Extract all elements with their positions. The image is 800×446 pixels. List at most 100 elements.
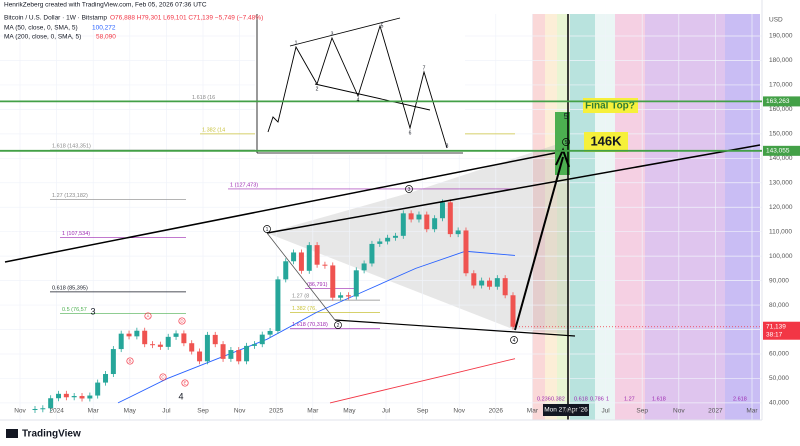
candle (40, 408, 46, 410)
inset-label: 4 (357, 97, 360, 103)
inset-box (255, 12, 465, 155)
ohlc: O76,888 H79,301 L69,101 C71,139 −5,749 (… (110, 15, 263, 22)
x-tick-label: Sep (197, 408, 209, 415)
band (532, 14, 545, 420)
time-fib-label: 0.618 (574, 396, 588, 402)
x-tick-label: 2027 (708, 408, 723, 415)
fib-label: 0.5 (76,57 (62, 307, 87, 313)
candle (416, 214, 422, 220)
candle (455, 230, 461, 235)
fib-label: 1.382 (14 (202, 127, 225, 133)
ma200-line (329, 358, 516, 404)
candle (165, 336, 171, 347)
price-label-bg (763, 145, 800, 156)
candle (322, 264, 328, 266)
candle (157, 344, 163, 347)
candle (56, 393, 62, 399)
last-price-label: 71,139 (766, 323, 786, 330)
candle (510, 295, 516, 327)
y-tick-label: 110,000 (769, 228, 792, 235)
candle (95, 382, 101, 396)
x-tick-label: May (563, 408, 576, 415)
abc-circle (144, 312, 152, 320)
x-tick-label: Sep (417, 408, 429, 415)
band (545, 14, 557, 420)
inset-zigzag (267, 24, 448, 149)
logo-icon (6, 429, 18, 438)
target: 146K (590, 133, 622, 148)
x-tick-label: Jul (382, 408, 391, 415)
footer-bg (0, 420, 800, 446)
abc-circle (181, 379, 189, 387)
x-tick-label: May (124, 408, 137, 415)
candle (220, 344, 226, 359)
candle (314, 245, 320, 265)
candle (79, 396, 85, 399)
candle (110, 349, 116, 375)
abc-label: E (183, 381, 186, 386)
wave-label: 2 (337, 323, 340, 329)
wedge-shade (267, 140, 570, 334)
wave-label: 3 (408, 187, 411, 193)
candle (377, 241, 383, 244)
time-fib-label: 1.618 (652, 396, 666, 402)
candle (291, 252, 297, 262)
y-tick-label: 120,000 (769, 204, 793, 211)
candle (471, 273, 477, 286)
candle (463, 230, 469, 274)
time-fib-bands (532, 14, 760, 420)
countdown: 38:17 (766, 331, 783, 338)
y-tick-label: 180,000 (769, 57, 793, 64)
band (615, 14, 645, 420)
abc-circle (159, 373, 167, 381)
candle (432, 218, 438, 230)
candle (439, 202, 445, 219)
y-tick-label: 150,000 (769, 131, 793, 138)
candle (408, 213, 414, 220)
candle (189, 343, 195, 352)
inset-label: 6 (409, 130, 412, 136)
y-tick-label: 100,000 (769, 253, 793, 260)
abc-label: A (146, 314, 149, 319)
y-tick-label: 140,000 (769, 155, 793, 162)
x-tick-label: Mar (527, 408, 539, 415)
candle (236, 350, 242, 362)
x-tick-label: Jul (162, 408, 171, 415)
time-fib-label: 0.786 (590, 396, 604, 402)
candle (63, 393, 69, 398)
ma200-value: 58,090 (96, 34, 116, 41)
candle (283, 261, 289, 280)
y-tick-label: 190,000 (769, 33, 793, 40)
old-wave-label: 3 (90, 306, 95, 316)
candle (400, 213, 406, 236)
x-tick-label: Jul (601, 408, 610, 415)
x-tick-label: 2025 (269, 408, 284, 415)
ma200-label: MA (200, close, 0, SMA, 5) (4, 34, 81, 41)
abc-label: D (180, 319, 184, 324)
symbol: Bitcoin / U.S. Dollar · 1W · Bitstamp (4, 15, 107, 22)
x-tick-label: Nov (673, 408, 685, 415)
candle (361, 263, 367, 271)
fib-label: 1.27 (123,182) (52, 193, 88, 199)
price-label-bg (763, 96, 800, 107)
candle (244, 345, 250, 362)
abc-circle (126, 357, 134, 365)
x-tick-label: Mar (746, 408, 758, 415)
fib-label: (86,791) (307, 282, 328, 288)
candle (275, 279, 281, 331)
date-marker-box (543, 404, 589, 416)
candle (267, 330, 273, 335)
inset-label: 3 (331, 31, 334, 37)
candle (197, 351, 203, 362)
fib-label: 1.618 (16 (192, 95, 215, 101)
inset-label: 5 (381, 23, 384, 29)
projection-arrow (514, 156, 564, 331)
x-tick-label: Nov (14, 408, 26, 415)
price-label: 143,055 (766, 148, 790, 155)
trendline (266, 144, 761, 234)
author: HenrikZeberg created with TradingView.co… (4, 2, 207, 9)
candle (173, 333, 179, 337)
candle (447, 202, 453, 235)
y-tick-label: 170,000 (769, 82, 793, 89)
wave-label: 5 (565, 140, 568, 146)
